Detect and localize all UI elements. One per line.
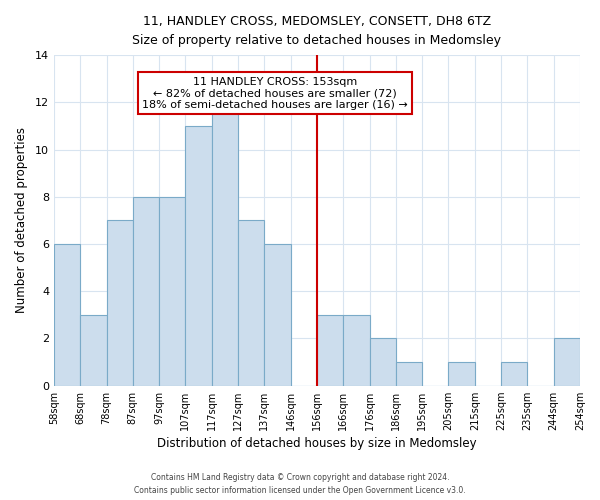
Bar [265, 244, 290, 386]
Bar [212, 102, 238, 386]
Bar [501, 362, 527, 386]
Bar [54, 244, 80, 386]
Y-axis label: Number of detached properties: Number of detached properties [15, 128, 28, 314]
Bar [343, 315, 370, 386]
Text: Contains HM Land Registry data © Crown copyright and database right 2024.
Contai: Contains HM Land Registry data © Crown c… [134, 474, 466, 495]
Bar [133, 197, 159, 386]
Bar [185, 126, 212, 386]
Text: 11 HANDLEY CROSS: 153sqm  
← 82% of detached houses are smaller (72)
18% of semi: 11 HANDLEY CROSS: 153sqm ← 82% of detach… [142, 76, 408, 110]
Bar [107, 220, 133, 386]
Bar [238, 220, 265, 386]
X-axis label: Distribution of detached houses by size in Medomsley: Distribution of detached houses by size … [157, 437, 477, 450]
Title: 11, HANDLEY CROSS, MEDOMSLEY, CONSETT, DH8 6TZ
Size of property relative to deta: 11, HANDLEY CROSS, MEDOMSLEY, CONSETT, D… [133, 15, 502, 47]
Bar [448, 362, 475, 386]
Bar [80, 315, 107, 386]
Bar [554, 338, 580, 386]
Bar [317, 315, 343, 386]
Bar [370, 338, 396, 386]
Bar [159, 197, 185, 386]
Bar [396, 362, 422, 386]
